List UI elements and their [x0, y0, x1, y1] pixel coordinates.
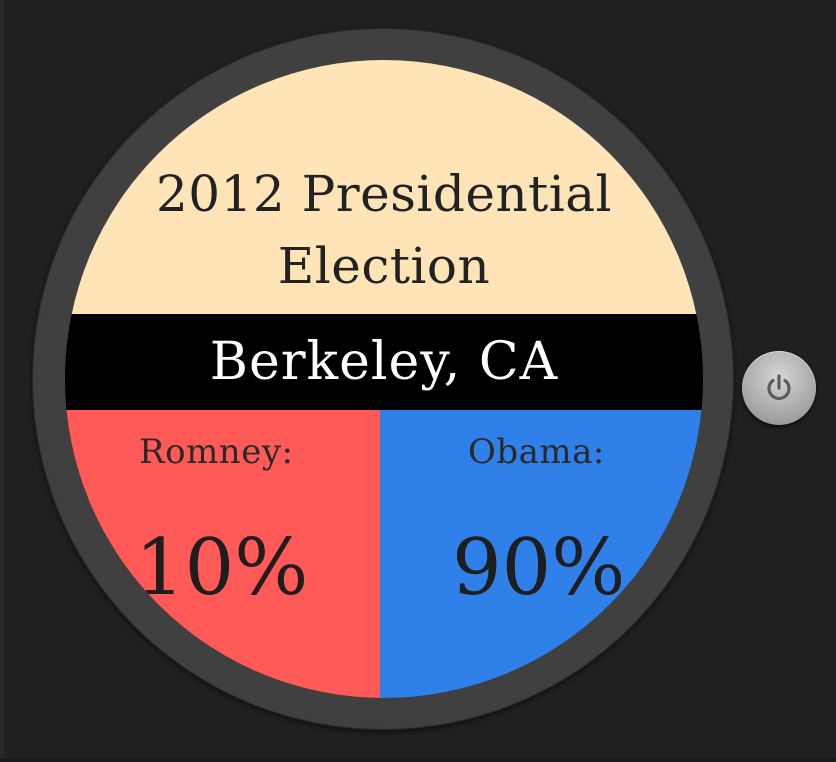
power-icon: [767, 374, 791, 401]
romney-percent: 10%: [135, 523, 309, 613]
obama-label: Obama:: [468, 432, 605, 472]
title-line-2: Election: [277, 237, 491, 295]
widget-title: 2012 Presidential Election: [65, 158, 703, 302]
left-window-edge: [0, 0, 4, 762]
romney-label: Romney:: [139, 432, 294, 472]
obama-result-panel: Obama: 90%: [380, 410, 703, 698]
election-widget-face: 2012 Presidential Election Berkeley, CA …: [65, 60, 703, 698]
title-band: 2012 Presidential Election: [65, 60, 703, 314]
romney-result-panel: Romney: 10%: [65, 410, 380, 698]
bottom-window-edge: [0, 758, 836, 762]
location-band: Berkeley, CA: [65, 314, 703, 410]
power-button[interactable]: [742, 351, 816, 425]
title-line-1: 2012 Presidential: [155, 165, 613, 223]
obama-percent: 90%: [452, 523, 626, 613]
location-label: Berkeley, CA: [209, 332, 559, 392]
